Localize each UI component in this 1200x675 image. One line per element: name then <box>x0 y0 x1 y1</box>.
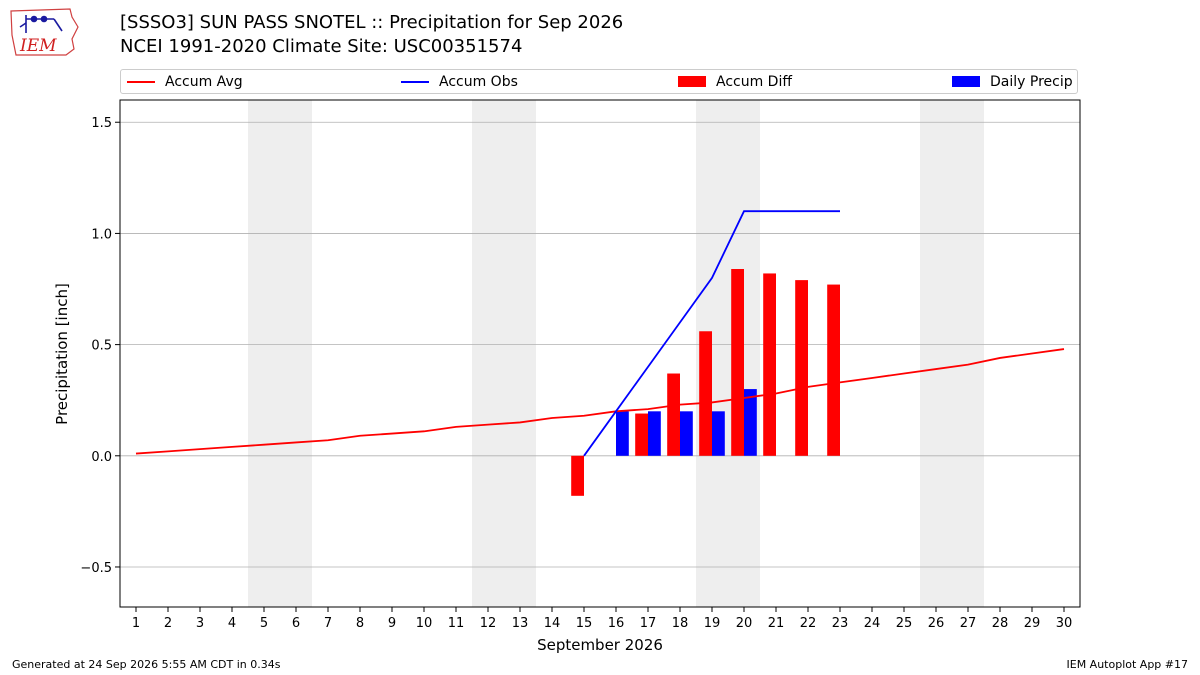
accum-diff-bar <box>827 284 840 456</box>
x-tick-label: 9 <box>388 616 396 631</box>
x-tick-label: 28 <box>992 616 1009 631</box>
iowa-state-outline <box>10 8 79 56</box>
x-tick-label: 10 <box>416 616 433 631</box>
weekend-band-2 <box>696 100 760 607</box>
weekend-band-1 <box>472 100 536 607</box>
daily-precip-bar <box>712 411 725 456</box>
accum-avg-line <box>135 348 1065 455</box>
weekend-band-3 <box>920 100 984 607</box>
accum-diff-bar <box>763 273 776 456</box>
x-tick-label: 6 <box>292 616 300 631</box>
legend-label-accum-avg: Accum Avg <box>165 73 243 90</box>
x-tick-label: 4 <box>228 616 236 631</box>
weather-station-icon <box>19 15 63 33</box>
x-tick-label: 7 <box>324 616 332 631</box>
legend-label-accum-obs: Accum Obs <box>439 73 518 90</box>
daily-precip-bar <box>648 411 661 456</box>
plot-frame <box>119 99 1081 608</box>
x-tick-label: 23 <box>832 616 849 631</box>
legend-label-daily-precip: Daily Precip <box>990 73 1073 90</box>
x-tick-label: 25 <box>896 616 913 631</box>
footer-app-id: IEM Autoplot App #17 <box>1066 658 1189 671</box>
x-tick-label: 30 <box>1056 616 1073 631</box>
accum-diff-bar <box>571 455 584 496</box>
x-tick-label: 24 <box>864 616 881 631</box>
accum-diff-bar <box>667 373 680 456</box>
daily-precip-bar <box>744 389 757 456</box>
x-tick-label: 15 <box>576 616 593 631</box>
legend-item-daily-precip: Daily Precip <box>952 70 1073 93</box>
x-tick-label: 12 <box>480 616 497 631</box>
chart-title: [SSSO3] SUN PASS SNOTEL :: Precipitation… <box>120 12 624 33</box>
x-tick-label: 29 <box>1024 616 1041 631</box>
x-tick-label: 22 <box>800 616 817 631</box>
y-tick-label: 1.0 <box>91 227 112 242</box>
x-tick-label: 5 <box>260 616 268 631</box>
x-tick-label: 19 <box>704 616 721 631</box>
x-tick-label: 13 <box>512 616 529 631</box>
x-tick-label: 21 <box>768 616 785 631</box>
x-tick-label: 18 <box>672 616 689 631</box>
daily-precip-bar <box>616 411 629 456</box>
legend-item-accum-avg: Accum Avg <box>127 70 243 93</box>
x-axis-label: September 2026 <box>537 636 663 654</box>
legend: Accum Avg Accum Obs Accum Diff Daily Pre… <box>120 69 1078 94</box>
x-tick-label: 16 <box>608 616 625 631</box>
daily-precip-bar <box>680 411 693 456</box>
accum-diff-bar <box>731 269 744 456</box>
x-tick-label: 26 <box>928 616 945 631</box>
x-tick-label: 17 <box>640 616 657 631</box>
legend-swatch-accum-diff <box>678 76 706 87</box>
accum-diff-bar <box>795 280 808 456</box>
weekend-band-0 <box>248 100 312 607</box>
y-tick-label: 0.0 <box>91 450 112 465</box>
y-axis-label: Precipitation [inch] <box>53 283 71 425</box>
legend-swatch-accum-obs <box>401 80 429 83</box>
iem-logo: IEM <box>10 8 79 56</box>
y-tick-label: 1.5 <box>91 116 112 131</box>
legend-swatch-accum-avg <box>127 80 155 83</box>
x-tick-label: 3 <box>196 616 204 631</box>
legend-label-accum-diff: Accum Diff <box>716 73 793 90</box>
accum-obs-line <box>583 210 840 457</box>
y-tick-label: 0.5 <box>91 339 112 354</box>
y-tick-label: −0.5 <box>80 561 112 576</box>
x-tick-label: 2 <box>164 616 172 631</box>
legend-item-accum-diff: Accum Diff <box>678 70 792 93</box>
footer-generated: Generated at 24 Sep 2026 5:55 AM CDT in … <box>12 658 281 671</box>
chart-subtitle: NCEI 1991-2020 Climate Site: USC00351574 <box>120 36 523 57</box>
x-tick-label: 20 <box>736 616 753 631</box>
legend-swatch-daily-precip <box>952 76 980 87</box>
x-tick-label: 11 <box>448 616 465 631</box>
legend-item-accum-obs: Accum Obs <box>401 70 518 93</box>
accum-diff-bar <box>699 331 712 456</box>
logo-text: IEM <box>19 36 57 56</box>
x-tick-label: 8 <box>356 616 364 631</box>
accum-diff-bar <box>635 413 648 456</box>
x-tick-label: 27 <box>960 616 977 631</box>
x-tick-label: 14 <box>544 616 561 631</box>
x-tick-label: 1 <box>132 616 140 631</box>
